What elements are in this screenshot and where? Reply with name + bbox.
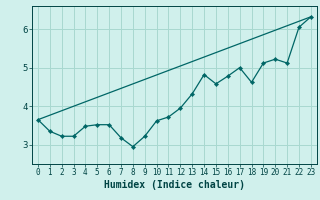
X-axis label: Humidex (Indice chaleur): Humidex (Indice chaleur): [104, 180, 245, 190]
